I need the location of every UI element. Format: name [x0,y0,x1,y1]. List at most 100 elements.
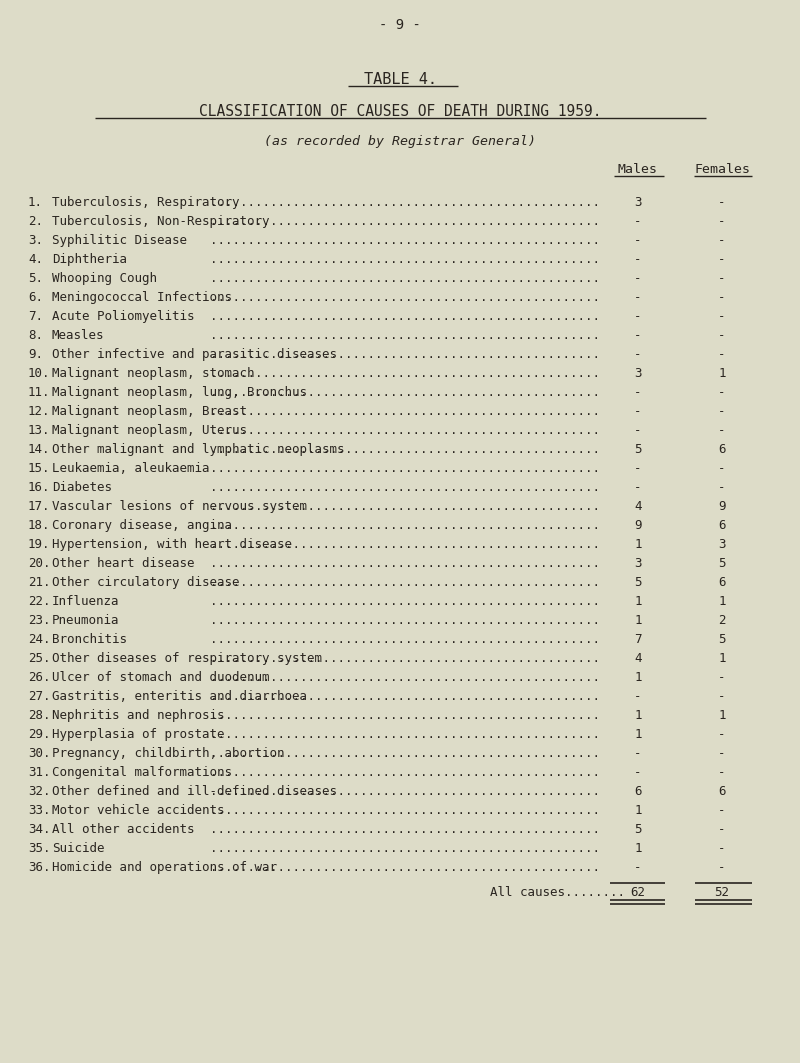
Text: -: - [718,253,726,266]
Text: -: - [718,348,726,361]
Text: (as recorded by Registrar General): (as recorded by Registrar General) [264,135,536,148]
Text: ....................................................: ........................................… [210,367,600,379]
Text: ....................................................: ........................................… [210,557,600,570]
Text: ....................................................: ........................................… [210,405,600,418]
Text: Influenza: Influenza [52,595,119,608]
Text: -: - [634,291,642,304]
Text: 7.: 7. [28,310,43,323]
Text: 6: 6 [718,576,726,589]
Text: 28.: 28. [28,709,50,722]
Text: ....................................................: ........................................… [210,253,600,266]
Text: -: - [634,215,642,227]
Text: 4: 4 [634,652,642,665]
Text: 36.: 36. [28,861,50,874]
Text: Males: Males [618,163,658,176]
Text: 14.: 14. [28,443,50,456]
Text: -: - [718,861,726,874]
Text: 8.: 8. [28,330,43,342]
Text: Tuberculosis, Respiratory: Tuberculosis, Respiratory [52,196,239,209]
Text: 20.: 20. [28,557,50,570]
Text: ....................................................: ........................................… [210,690,600,703]
Text: Nephritis and nephrosis: Nephritis and nephrosis [52,709,225,722]
Text: 5: 5 [634,823,642,836]
Text: -: - [718,215,726,227]
Text: -: - [718,405,726,418]
Text: Syphilitic Disease: Syphilitic Disease [52,234,187,247]
Text: 9: 9 [718,500,726,513]
Text: -: - [718,823,726,836]
Text: 15.: 15. [28,462,50,475]
Text: 1: 1 [718,709,726,722]
Text: Coronary disease, angina: Coronary disease, angina [52,519,232,532]
Text: All causes........: All causes........ [490,885,625,899]
Text: 5: 5 [634,576,642,589]
Text: ....................................................: ........................................… [210,784,600,798]
Text: ....................................................: ........................................… [210,747,600,760]
Text: Acute Poliomyelitis: Acute Poliomyelitis [52,310,194,323]
Text: 34.: 34. [28,823,50,836]
Text: Malignant neoplasm, Breast: Malignant neoplasm, Breast [52,405,247,418]
Text: ....................................................: ........................................… [210,291,600,304]
Text: -: - [718,804,726,817]
Text: -: - [634,386,642,399]
Text: 1: 1 [634,804,642,817]
Text: ....................................................: ........................................… [210,728,600,741]
Text: 1: 1 [718,652,726,665]
Text: Other circulatory disease: Other circulatory disease [52,576,239,589]
Text: 25.: 25. [28,652,50,665]
Text: -: - [718,480,726,494]
Text: 3.: 3. [28,234,43,247]
Text: -: - [718,747,726,760]
Text: Congenital malformations: Congenital malformations [52,766,232,779]
Text: 7: 7 [634,632,642,646]
Text: 1: 1 [634,595,642,608]
Text: -: - [634,690,642,703]
Text: ....................................................: ........................................… [210,272,600,285]
Text: ....................................................: ........................................… [210,196,600,209]
Text: ....................................................: ........................................… [210,424,600,437]
Text: 32.: 32. [28,784,50,798]
Text: 3: 3 [718,538,726,551]
Text: 3: 3 [634,557,642,570]
Text: -: - [718,330,726,342]
Text: 1.: 1. [28,196,43,209]
Text: 1: 1 [634,728,642,741]
Text: All other accidents: All other accidents [52,823,194,836]
Text: Ulcer of stomach and duodenum: Ulcer of stomach and duodenum [52,671,270,684]
Text: ....................................................: ........................................… [210,632,600,646]
Text: -: - [718,728,726,741]
Text: 33.: 33. [28,804,50,817]
Text: 9: 9 [634,519,642,532]
Text: Meningococcal Infections: Meningococcal Infections [52,291,232,304]
Text: ....................................................: ........................................… [210,709,600,722]
Text: Gastritis, enteritis and diarrhoea: Gastritis, enteritis and diarrhoea [52,690,307,703]
Text: Other malignant and lymphatic neoplasms: Other malignant and lymphatic neoplasms [52,443,345,456]
Text: ....................................................: ........................................… [210,842,600,855]
Text: 35.: 35. [28,842,50,855]
Text: -: - [634,480,642,494]
Text: Leukaemia, aleukaemia: Leukaemia, aleukaemia [52,462,210,475]
Text: -: - [634,405,642,418]
Text: 26.: 26. [28,671,50,684]
Text: ....................................................: ........................................… [210,652,600,665]
Text: -: - [634,424,642,437]
Text: 24.: 24. [28,632,50,646]
Text: -: - [718,671,726,684]
Text: 19.: 19. [28,538,50,551]
Text: Hyperplasia of prostate: Hyperplasia of prostate [52,728,225,741]
Text: 3: 3 [634,196,642,209]
Text: 1: 1 [634,709,642,722]
Text: 1: 1 [634,538,642,551]
Text: Diphtheria: Diphtheria [52,253,127,266]
Text: Malignant neoplasm, lung, Bronchus: Malignant neoplasm, lung, Bronchus [52,386,307,399]
Text: ....................................................: ........................................… [210,500,600,513]
Text: 6.: 6. [28,291,43,304]
Text: Pneumonia: Pneumonia [52,614,119,627]
Text: 2.: 2. [28,215,43,227]
Text: 5: 5 [718,557,726,570]
Text: 22.: 22. [28,595,50,608]
Text: 30.: 30. [28,747,50,760]
Text: -: - [634,462,642,475]
Text: -: - [634,348,642,361]
Text: 31.: 31. [28,766,50,779]
